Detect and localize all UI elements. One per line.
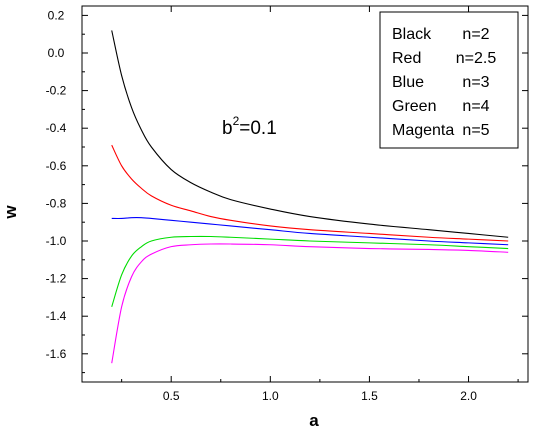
legend-item-value: n=3 (462, 74, 489, 91)
annotation-superscript: 2 (233, 114, 240, 128)
series-line (111, 243, 509, 364)
x-axis-title: a (309, 411, 319, 430)
legend-item-label: Green (392, 98, 436, 115)
y-tick-label: 0.0 (48, 46, 65, 60)
y-tick-label: -0.6 (46, 159, 67, 173)
y-axis-title: w (1, 205, 20, 220)
series-line (111, 217, 509, 246)
legend-item-label: Black (392, 26, 432, 43)
y-tick-label: -0.8 (46, 196, 67, 210)
series-line (111, 30, 509, 238)
y-tick-label: 0.2 (48, 8, 65, 22)
legend-item-label: Magenta (392, 122, 454, 139)
series-line (111, 144, 509, 242)
annotation-base: b (222, 118, 233, 139)
y-tick-label: -0.2 (46, 84, 67, 98)
legend-item-label: Blue (392, 74, 424, 91)
x-tick-label: 0.5 (163, 389, 180, 403)
legend-item-value: n=5 (462, 122, 489, 139)
legend-item-value: n=2 (462, 26, 489, 43)
x-tick-label: 1.0 (262, 389, 279, 403)
y-tick-label: -1.6 (46, 347, 67, 361)
x-tick-label: 1.5 (361, 389, 378, 403)
legend-box (379, 11, 519, 149)
y-tick-label: -1.2 (46, 272, 67, 286)
legend-item-label: Red (392, 50, 421, 67)
y-tick-label: -0.4 (46, 121, 67, 135)
y-tick-label: -1.0 (46, 234, 67, 248)
series-line (111, 235, 509, 307)
y-tick-label: -1.4 (46, 309, 67, 323)
annotation-label: b2=0.1 (222, 114, 277, 139)
legend: Black n=2 Red n=2.5 Blue n=3 Green n=4 Magenta n=… (379, 11, 519, 149)
plot-frame (81, 5, 529, 383)
legend-item-value: n=2.5 (456, 50, 497, 67)
annotation-rest: =0.1 (239, 118, 277, 139)
x-tick-label: 2.0 (460, 389, 477, 403)
legend-item-value: n=4 (462, 98, 489, 115)
